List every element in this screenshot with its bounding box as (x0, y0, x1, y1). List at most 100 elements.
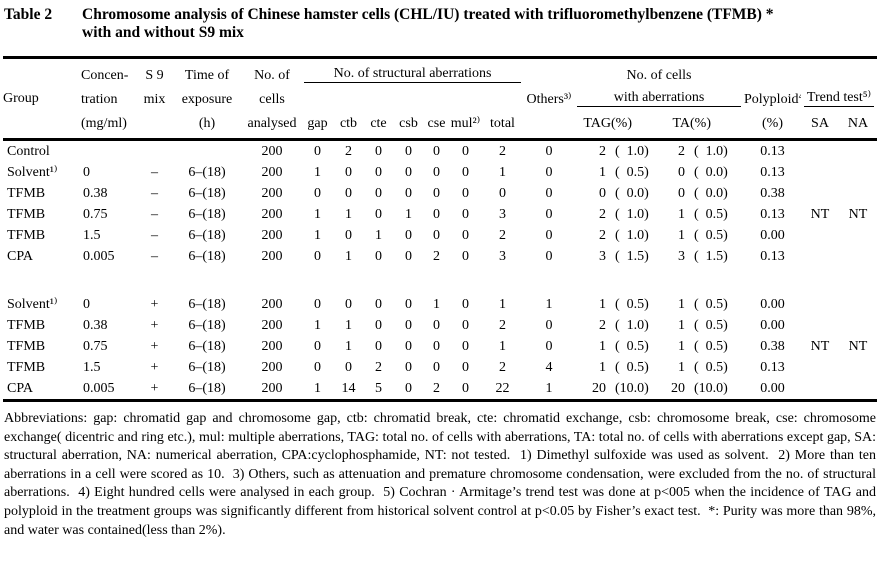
table-cell (801, 162, 839, 183)
table-cell: 3 (499, 249, 506, 264)
table-cell: 0 (462, 360, 469, 375)
table-cell: 0 (83, 297, 90, 312)
table-cell: + (150, 360, 159, 375)
table-cell: 0 (678, 186, 685, 201)
table-cell (839, 246, 877, 267)
col-header-ta: TA (672, 116, 690, 131)
table-cell: 0 (405, 381, 412, 396)
table-cell: CPA (7, 249, 33, 264)
table-cell (801, 357, 839, 378)
col-header-cells-line3: analysed (247, 116, 297, 131)
table-cell (801, 246, 839, 267)
col-header-polyploid-unit: (%) (762, 116, 783, 131)
table-cell: 1 (345, 318, 352, 333)
col-header-cte: cte (370, 116, 387, 131)
table-cell: 1 (499, 297, 506, 312)
table-cell: 0 (462, 228, 469, 243)
table-cell: ( 0.5) (694, 228, 728, 243)
table-cell: 1 (345, 339, 352, 354)
table-row: Solvent¹⁾ 0 – 6–(18) 200 1 0 0 0 0 0 1 0 1 ( 0.5) 0 ( 0.… (3, 162, 877, 183)
table-cell: 1 (599, 297, 606, 312)
table-cell: – (151, 165, 158, 180)
table-cell: 0 (499, 186, 506, 201)
table-cell: 1 (599, 339, 606, 354)
header-row-3: (mg/ml) (h) analysed gap ctb cte csb cse… (3, 107, 877, 140)
table-cell: ( 0.5) (615, 165, 649, 180)
polyploid-spacer (744, 58, 801, 84)
table-cell: ( 1.0) (615, 228, 649, 243)
trend-test-label: Trend test⁵⁾ (804, 90, 874, 107)
table-cell: 0.00 (760, 228, 785, 243)
col-header-ctb: ctb (339, 116, 358, 131)
table-cell: 0 (433, 186, 440, 201)
spacer-row (3, 267, 877, 294)
table-row: CPA 0.005 – 6–(18) 200 0 1 0 0 2 0 3 0 3 ( 1.5) 3 ( 1.5)… (3, 246, 877, 267)
table-cell: 1.5 (83, 360, 101, 375)
table-cell: 0.38 (760, 339, 785, 354)
table-cell: 1.5 (83, 228, 101, 243)
table-cell: ( 0.0) (615, 186, 649, 201)
table-cell (801, 315, 839, 336)
table-block-with-s9: Solvent¹⁾ 0 +6–(18) 200 0 0 0 0 1 0 1 1 1( 0.5) 1( 0.… (3, 294, 877, 401)
table-cell: 2 (678, 144, 685, 159)
table-cell: 6–(18) (188, 360, 226, 375)
table-cell: 1 (599, 165, 606, 180)
table-cell: 6–(18) (188, 228, 226, 243)
table-cell: 0 (405, 165, 412, 180)
table-cell: 200 (261, 360, 283, 375)
table-cell: 200 (261, 297, 283, 312)
table-cell: – (151, 186, 158, 201)
table-cell: 2 (499, 318, 506, 333)
table-row: Control 200 0 2 0 0 0 0 2 0 2( 1.0) 2( 1.0) 0.13 (3, 140, 877, 163)
table-cell: 0.00 (760, 297, 785, 312)
table-cell: 0 (405, 249, 412, 264)
group-header-trend-test: Trend test⁵⁾ (801, 83, 877, 107)
table-cell: 0 (433, 360, 440, 375)
table-cell: 0 (462, 318, 469, 333)
table-cell: 2 (599, 207, 606, 222)
table-cell (801, 140, 839, 163)
col-header-tag: TAG (583, 116, 611, 131)
table-cell: 0 (545, 144, 553, 159)
table-cell: 0.005 (83, 249, 115, 264)
table-cell: 0 (433, 228, 440, 243)
table-cell: 0 (462, 165, 469, 180)
title-line1: Chromosome analysis of Chinese hamster c… (82, 6, 774, 23)
table-cell: 0 (345, 165, 352, 180)
table-cell: 4 (545, 360, 553, 375)
table-cell: 0 (375, 318, 382, 333)
group-header-with-aberrations: with aberrations (574, 83, 744, 107)
col-header-time-line2: exposure (181, 92, 233, 107)
table-cell: + (150, 318, 159, 333)
table-cell: TFMB (7, 318, 46, 333)
table-cell: ( 0.0) (694, 186, 728, 201)
table-row: TFMB 1.5 +6–(18) 200 0 0 2 0 0 0 2 4 1( 0.5) 1( 0.5) 0… (3, 357, 877, 378)
table-row: TFMB 0.38 – 6–(18) 200 0 0 0 0 0 0 0 0 0 ( 0.0) 0 ( 0.0)… (3, 183, 877, 204)
table-cell: NT (810, 339, 830, 354)
structural-aberrations-label: No. of structural aberrations (304, 66, 521, 83)
col-header-total: total (490, 116, 515, 131)
table-cell: 3 (499, 207, 506, 222)
table-cell: TFMB (7, 339, 46, 354)
table-cell: Solvent¹⁾ (7, 165, 58, 180)
table-cell: 0.00 (760, 318, 785, 333)
table-cell: 6–(18) (188, 381, 226, 396)
table-cell: 1 (678, 318, 685, 333)
table-cell: 1 (545, 297, 553, 312)
col-header-polyploid: Polyploid⁴⁾ (744, 92, 801, 107)
table-cell: TFMB (7, 360, 46, 375)
table-cell: 22 (495, 381, 510, 396)
table-cell: 0 (462, 144, 469, 159)
table-cell: 0 (462, 207, 469, 222)
table-block-without-s9: Control 200 0 2 0 0 0 0 2 0 2( 1.0) 2( 1.0) 0.13 Solv… (3, 140, 877, 268)
table-cell: 0 (375, 297, 382, 312)
table-cell: 3 (678, 249, 685, 264)
col-header-group: Group (3, 91, 39, 106)
table-cell: 1 (499, 339, 506, 354)
table-cell: 6–(18) (188, 186, 226, 201)
table-cell: 2 (433, 381, 440, 396)
table-cell: 200 (261, 318, 283, 333)
table-cell: 1 (314, 381, 321, 396)
table-cell: 6–(18) (188, 249, 226, 264)
